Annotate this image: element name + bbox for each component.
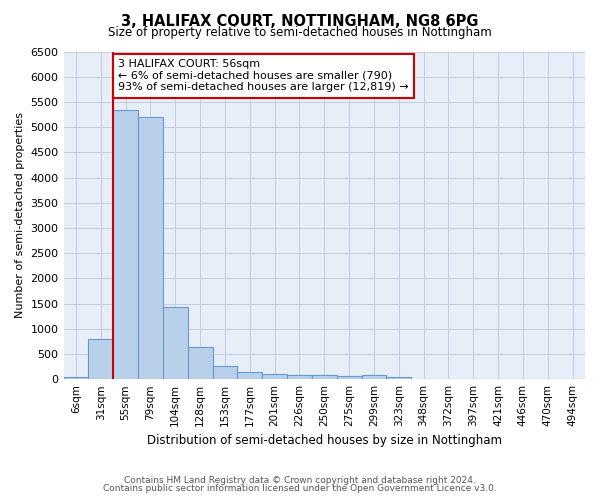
Bar [386,376,411,379]
Bar [362,376,386,379]
Text: 3, HALIFAX COURT, NOTTINGHAM, NG8 6PG: 3, HALIFAX COURT, NOTTINGHAM, NG8 6PG [121,14,479,29]
Bar [188,348,212,379]
Text: Contains HM Land Registry data © Crown copyright and database right 2024.: Contains HM Land Registry data © Crown c… [124,476,476,485]
Bar [287,375,312,379]
Bar [262,374,287,379]
Bar [163,307,188,379]
Text: 3 HALIFAX COURT: 56sqm
← 6% of semi-detached houses are smaller (790)
93% of sem: 3 HALIFAX COURT: 56sqm ← 6% of semi-deta… [118,59,409,92]
Bar [64,376,88,379]
Bar [312,376,337,379]
Bar [88,340,113,379]
Text: Size of property relative to semi-detached houses in Nottingham: Size of property relative to semi-detach… [108,26,492,39]
Bar [212,366,238,379]
Bar [113,110,138,379]
X-axis label: Distribution of semi-detached houses by size in Nottingham: Distribution of semi-detached houses by … [147,434,502,448]
Bar [337,376,362,379]
Bar [138,117,163,379]
Y-axis label: Number of semi-detached properties: Number of semi-detached properties [15,112,25,318]
Text: Contains public sector information licensed under the Open Government Licence v3: Contains public sector information licen… [103,484,497,493]
Bar [238,372,262,379]
